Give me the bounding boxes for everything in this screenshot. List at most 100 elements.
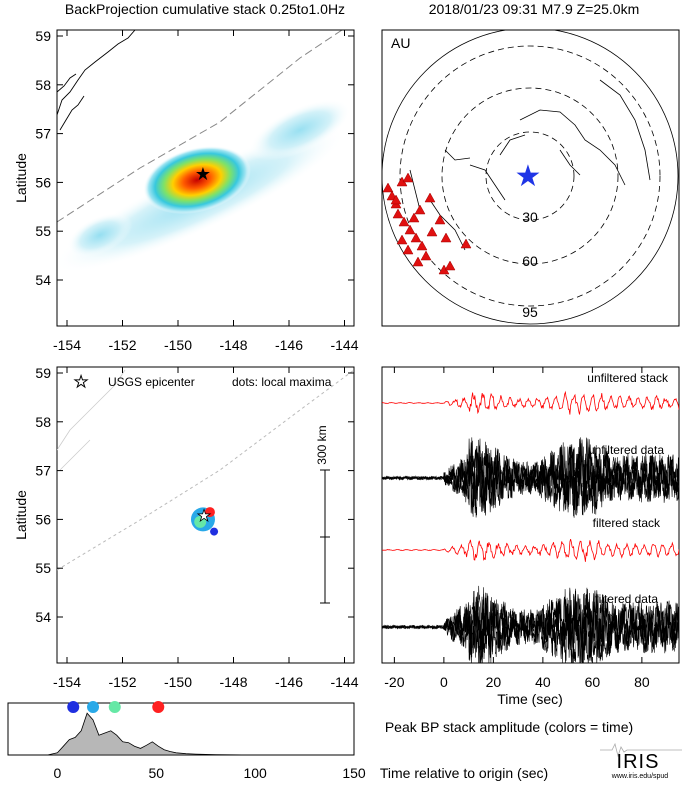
station-triangle	[396, 234, 408, 245]
waveform-filtered-data	[382, 585, 679, 663]
label-filtered-stack: filtered stack	[593, 516, 661, 530]
station-triangle	[412, 256, 424, 267]
map-xtick-label: -144	[330, 674, 358, 690]
station-triangle	[392, 208, 404, 219]
amplitude-maximum-dot	[67, 701, 80, 713]
bottom-ylabel: Latitude	[13, 490, 29, 540]
map-ytick-label: 56	[35, 174, 51, 190]
station-triangle	[382, 182, 394, 193]
faint-coast	[57, 369, 126, 471]
map-ytick-label: 55	[35, 223, 51, 239]
station-triangle	[398, 216, 410, 227]
station-triangle	[426, 226, 438, 237]
continent-outlines	[409, 79, 651, 251]
local-maximum-dot	[204, 507, 215, 518]
map-ytick-label: 57	[35, 126, 51, 142]
trench-line	[57, 30, 343, 223]
faint-trench	[57, 369, 354, 571]
map-ytick-label: 58	[35, 77, 51, 93]
station-map-panel: AU 30 60 95 ★	[381, 29, 680, 327]
station-triangle	[444, 260, 456, 271]
map-xtick-label: -150	[164, 674, 192, 690]
map-xtick-label: -154	[53, 674, 81, 690]
left-title: BackProjection cumulative stack 0.25to1.…	[65, 1, 345, 17]
map-xtick-label: -154	[53, 337, 81, 353]
alaska-coastline	[57, 30, 136, 131]
heatmap-panel: -154 -152 -150 -148 -146 -144 54 55 56 57 58 59 Lat…	[13, 28, 359, 353]
energy-swath-ne	[249, 99, 351, 161]
map-ytick-label: 59	[35, 365, 51, 381]
waveform-xtick-label: 0	[440, 674, 448, 690]
range-ring-60	[441, 87, 619, 265]
amplitude-xtick-label: 150	[342, 765, 366, 781]
local-maximum-dot	[194, 515, 207, 528]
map-xtick-label: -144	[330, 337, 358, 353]
amplitude-area	[8, 712, 354, 756]
source-star: ★	[515, 160, 542, 193]
map-xtick-label: -152	[108, 674, 136, 690]
au-label: AU	[391, 35, 410, 51]
waveform-unfiltered-stack	[382, 390, 679, 415]
waveform-xtick-label: 40	[535, 674, 551, 690]
map-ytick-label: 54	[35, 272, 51, 288]
station-triangle	[410, 232, 422, 243]
energy-swath-sw	[67, 212, 133, 258]
amplitude-maximum-dot	[108, 701, 121, 713]
waveform-xtick-label: -20	[384, 674, 404, 690]
waveform-xtick-label: 80	[634, 674, 650, 690]
ring-label-95: 95	[522, 304, 538, 320]
iris-logo: IRIS www.iris.edu/spud	[600, 742, 682, 780]
waveform-xtick-label: 60	[585, 674, 601, 690]
amplitude-panel: 0 50 100 150 Peak BP stack amplitude (color…	[7, 701, 633, 781]
label-unfiltered-stack: unfiltered stack	[587, 371, 669, 385]
station-triangle	[408, 212, 420, 223]
station-triangle	[424, 192, 436, 203]
top-ylabel: Latitude	[13, 153, 29, 203]
map-xtick-label: -150	[164, 337, 192, 353]
bottom-epicenter-star: ★	[197, 508, 211, 525]
waveform-filtered-stack	[382, 538, 679, 562]
station-triangle	[402, 172, 414, 183]
map-xtick-label: -146	[275, 674, 303, 690]
station-triangle	[404, 224, 416, 235]
map-ytick-label: 57	[35, 463, 51, 479]
range-ring-95	[399, 45, 661, 307]
waveform-unfiltered-data	[382, 437, 679, 518]
map-xtick-label: -146	[275, 337, 303, 353]
map-ytick-label: 55	[35, 560, 51, 576]
legend-star-icon: ★	[74, 374, 88, 391]
maxima-map-panel: -154 -152 -150 -148 -146 -144 54 55 56 57 58 59 Lat…	[13, 365, 359, 690]
station-triangle	[390, 194, 402, 205]
station-triangle	[434, 214, 446, 225]
station-triangle	[420, 250, 432, 261]
logo-text: IRIS	[617, 751, 660, 773]
map-ytick-label: 59	[35, 28, 51, 44]
ring-label-30: 30	[522, 209, 538, 225]
amplitude-xlabel: Time relative to origin (sec)	[380, 765, 548, 781]
energy-peak	[143, 145, 251, 215]
map-ytick-label: 58	[35, 414, 51, 430]
station-triangle	[440, 232, 452, 243]
legend-epicenter: USGS epicenter	[108, 375, 195, 389]
right-title: 2018/01/23 09:31 M7.9 Z=25.0km	[429, 1, 640, 17]
waveform-panel: unfiltered stack unfiltered data filtere…	[381, 366, 680, 707]
amplitude-xtick-label: 0	[54, 765, 62, 781]
waveform-xlabel: Time (sec)	[497, 691, 563, 707]
waveform-xtick-label: 20	[486, 674, 502, 690]
map-ytick-label: 54	[35, 609, 51, 625]
station-triangle	[414, 204, 426, 215]
range-ring-30	[485, 131, 575, 221]
map-xtick-label: -148	[219, 337, 247, 353]
station-triangle	[402, 244, 414, 255]
amplitude-title: Peak BP stack amplitude (colors = time)	[385, 719, 633, 735]
amplitude-xtick-label: 100	[243, 765, 267, 781]
label-unfiltered-data: unfiltered data	[588, 443, 664, 457]
globe-outline	[382, 30, 679, 325]
seismogram-logo-icon	[600, 742, 682, 758]
map-xtick-label: -148	[219, 674, 247, 690]
station-triangle	[460, 238, 472, 249]
top-epicenter-star: ★	[195, 164, 211, 184]
map-xtick-label: -152	[108, 337, 136, 353]
amplitude-maximum-dot	[87, 701, 100, 713]
